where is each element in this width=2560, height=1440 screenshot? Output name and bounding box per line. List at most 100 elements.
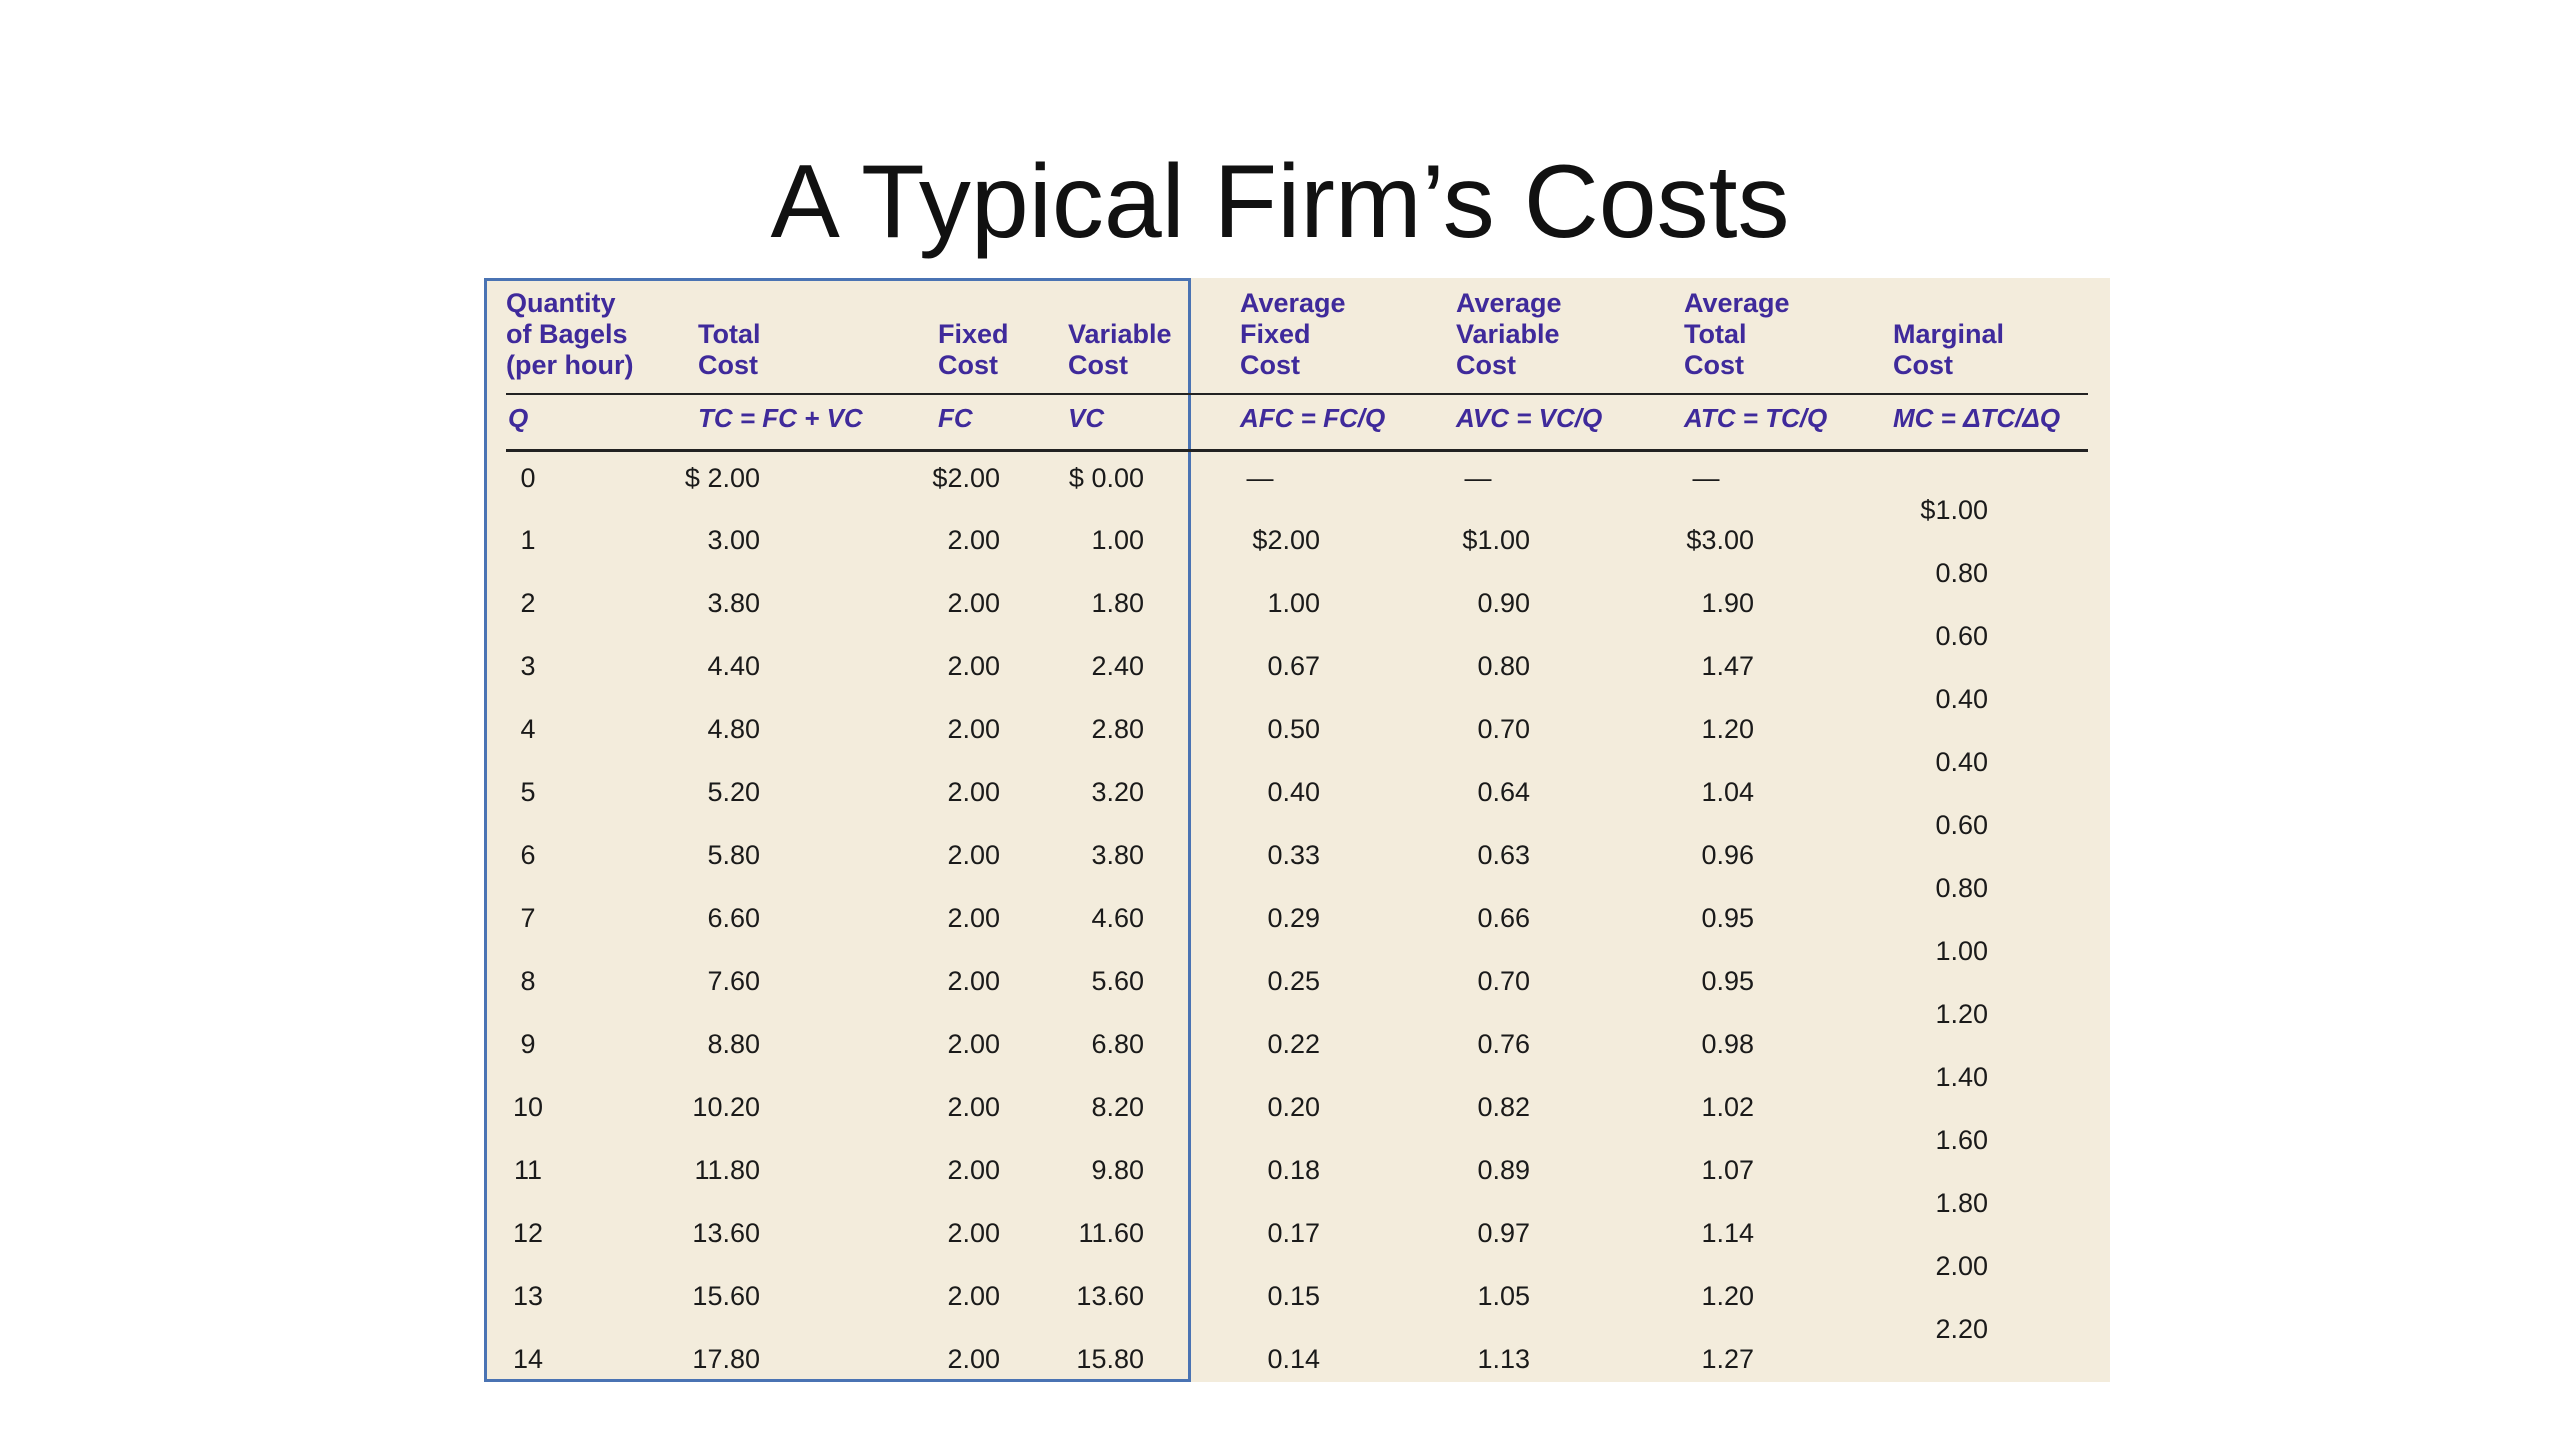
marginal-cost-cell: $1.00 — [1920, 495, 1988, 525]
quantity-cell: 4 — [520, 714, 536, 744]
total-cost-cell: 4.40 — [707, 651, 760, 681]
marginal-cost-cell: 2.00 — [1935, 1251, 1988, 1281]
header-average-variable-cost: Average Variable Cost — [1456, 288, 1562, 380]
header-average-total-cost: Average Total Cost — [1684, 288, 1790, 380]
afc-cell: 0.14 — [1267, 1344, 1320, 1374]
afc-cell: — — [1246, 463, 1274, 493]
fixed-cost-cell: 2.00 — [947, 714, 1000, 744]
avc-cell: 0.64 — [1477, 777, 1530, 807]
table-row: 11 11.80 2.00 9.80 0.18 0.89 1.07 — [0, 1152, 2560, 1192]
total-cost-cell: 11.80 — [694, 1155, 760, 1185]
afc-cell: 0.40 — [1267, 777, 1320, 807]
quantity-cell: 6 — [520, 840, 536, 870]
avc-cell: 0.90 — [1477, 588, 1530, 618]
afc-cell: 0.25 — [1267, 966, 1320, 996]
marginal-cost-cell: 1.60 — [1935, 1125, 1988, 1155]
fixed-cost-cell: 2.00 — [947, 1029, 1000, 1059]
avc-cell: 0.82 — [1477, 1092, 1530, 1122]
marginal-cost-cell: 1.20 — [1935, 999, 1988, 1029]
marginal-cost-cell: 0.40 — [1935, 747, 1988, 777]
marginal-cost-cell: 0.80 — [1935, 873, 1988, 903]
afc-cell: 0.17 — [1267, 1218, 1320, 1248]
symbol-afc: AFC = FC/Q — [1240, 403, 1386, 433]
total-cost-cell: 15.60 — [692, 1281, 760, 1311]
variable-cost-cell: 3.20 — [1091, 777, 1144, 807]
afc-cell: 0.50 — [1267, 714, 1320, 744]
symbol-vc: VC — [1068, 403, 1105, 433]
variable-cost-cell: 15.80 — [1076, 1344, 1144, 1374]
atc-cell: 1.07 — [1701, 1155, 1754, 1185]
fixed-cost-cell: $2.00 — [932, 463, 1000, 493]
avc-cell: $1.00 — [1462, 525, 1530, 555]
atc-cell: 1.20 — [1701, 714, 1754, 744]
afc-cell: 0.15 — [1267, 1281, 1320, 1311]
avc-cell: 0.80 — [1477, 651, 1530, 681]
variable-cost-cell: 2.80 — [1091, 714, 1144, 744]
afc-cell: 0.29 — [1267, 903, 1320, 933]
fixed-cost-cell: 2.00 — [947, 1281, 1000, 1311]
table-row: 0 $ 2.00 $2.00 $ 0.00 — — — — [0, 460, 2560, 500]
symbol-atc: ATC = TC/Q — [1684, 403, 1828, 433]
avc-cell: — — [1464, 463, 1492, 493]
atc-cell: 1.04 — [1701, 777, 1754, 807]
afc-cell: $2.00 — [1252, 525, 1320, 555]
quantity-cell: 5 — [520, 777, 536, 807]
total-cost-cell: 8.80 — [707, 1029, 760, 1059]
quantity-cell: 8 — [520, 966, 536, 996]
total-cost-cell: 7.60 — [707, 966, 760, 996]
atc-cell: 1.02 — [1701, 1092, 1754, 1122]
afc-cell: 0.33 — [1267, 840, 1320, 870]
afc-cell: 0.18 — [1267, 1155, 1320, 1185]
variable-cost-cell: 6.80 — [1091, 1029, 1144, 1059]
table-row: 3 4.40 2.00 2.40 0.67 0.80 1.47 — [0, 648, 2560, 688]
symbol-rule — [506, 449, 2088, 452]
variable-cost-cell: 5.60 — [1091, 966, 1144, 996]
variable-cost-cell: 11.60 — [1078, 1218, 1144, 1248]
total-cost-cell: 5.20 — [707, 777, 760, 807]
quantity-cell: 10 — [512, 1092, 544, 1122]
atc-cell: 0.98 — [1701, 1029, 1754, 1059]
marginal-cost-cell: 0.40 — [1935, 684, 1988, 714]
fixed-cost-cell: 2.00 — [947, 1155, 1000, 1185]
total-cost-cell: 5.80 — [707, 840, 760, 870]
header-fixed-cost: Fixed Cost — [938, 319, 1009, 380]
header-variable-cost: Variable Cost — [1068, 319, 1172, 380]
fixed-cost-cell: 2.00 — [947, 840, 1000, 870]
afc-cell: 1.00 — [1267, 588, 1320, 618]
total-cost-cell: 4.80 — [707, 714, 760, 744]
atc-cell: 1.47 — [1701, 651, 1754, 681]
header-average-fixed-cost: Average Fixed Cost — [1240, 288, 1346, 380]
total-cost-cell: $ 2.00 — [684, 463, 760, 493]
quantity-cell: 3 — [520, 651, 536, 681]
marginal-cost-cell: 0.80 — [1935, 558, 1988, 588]
table-row: 12 13.60 2.00 11.60 0.17 0.97 1.14 — [0, 1215, 2560, 1255]
afc-cell: 0.67 — [1267, 651, 1320, 681]
quantity-cell: 12 — [512, 1218, 544, 1248]
avc-cell: 1.05 — [1477, 1281, 1530, 1311]
marginal-cost-cell: 2.20 — [1935, 1314, 1988, 1344]
quantity-cell: 1 — [520, 525, 536, 555]
variable-cost-cell: 2.40 — [1091, 651, 1144, 681]
variable-cost-cell: $ 0.00 — [1068, 463, 1144, 493]
variable-cost-cell: 1.00 — [1091, 525, 1144, 555]
symbol-mc: MC = ΔTC/ΔQ — [1893, 403, 2061, 433]
variable-cost-cell: 9.80 — [1091, 1155, 1144, 1185]
atc-cell: 1.90 — [1701, 588, 1754, 618]
atc-cell: — — [1692, 463, 1720, 493]
fixed-cost-cell: 2.00 — [947, 777, 1000, 807]
total-cost-cell: 6.60 — [707, 903, 760, 933]
symbol-avc: AVC = VC/Q — [1456, 403, 1603, 433]
quantity-cell: 13 — [512, 1281, 544, 1311]
fixed-cost-cell: 2.00 — [947, 966, 1000, 996]
quantity-cell: 9 — [520, 1029, 536, 1059]
variable-cost-cell: 1.80 — [1091, 588, 1144, 618]
avc-cell: 0.89 — [1477, 1155, 1530, 1185]
total-cost-cell: 10.20 — [692, 1092, 760, 1122]
avc-cell: 0.70 — [1477, 966, 1530, 996]
total-cost-cell: 3.80 — [707, 588, 760, 618]
table-row: 6 5.80 2.00 3.80 0.33 0.63 0.96 — [0, 837, 2560, 877]
header-rule — [506, 393, 2088, 395]
total-cost-cell: 17.80 — [692, 1344, 760, 1374]
header-total-cost: Total Cost — [698, 319, 761, 380]
total-cost-cell: 13.60 — [692, 1218, 760, 1248]
